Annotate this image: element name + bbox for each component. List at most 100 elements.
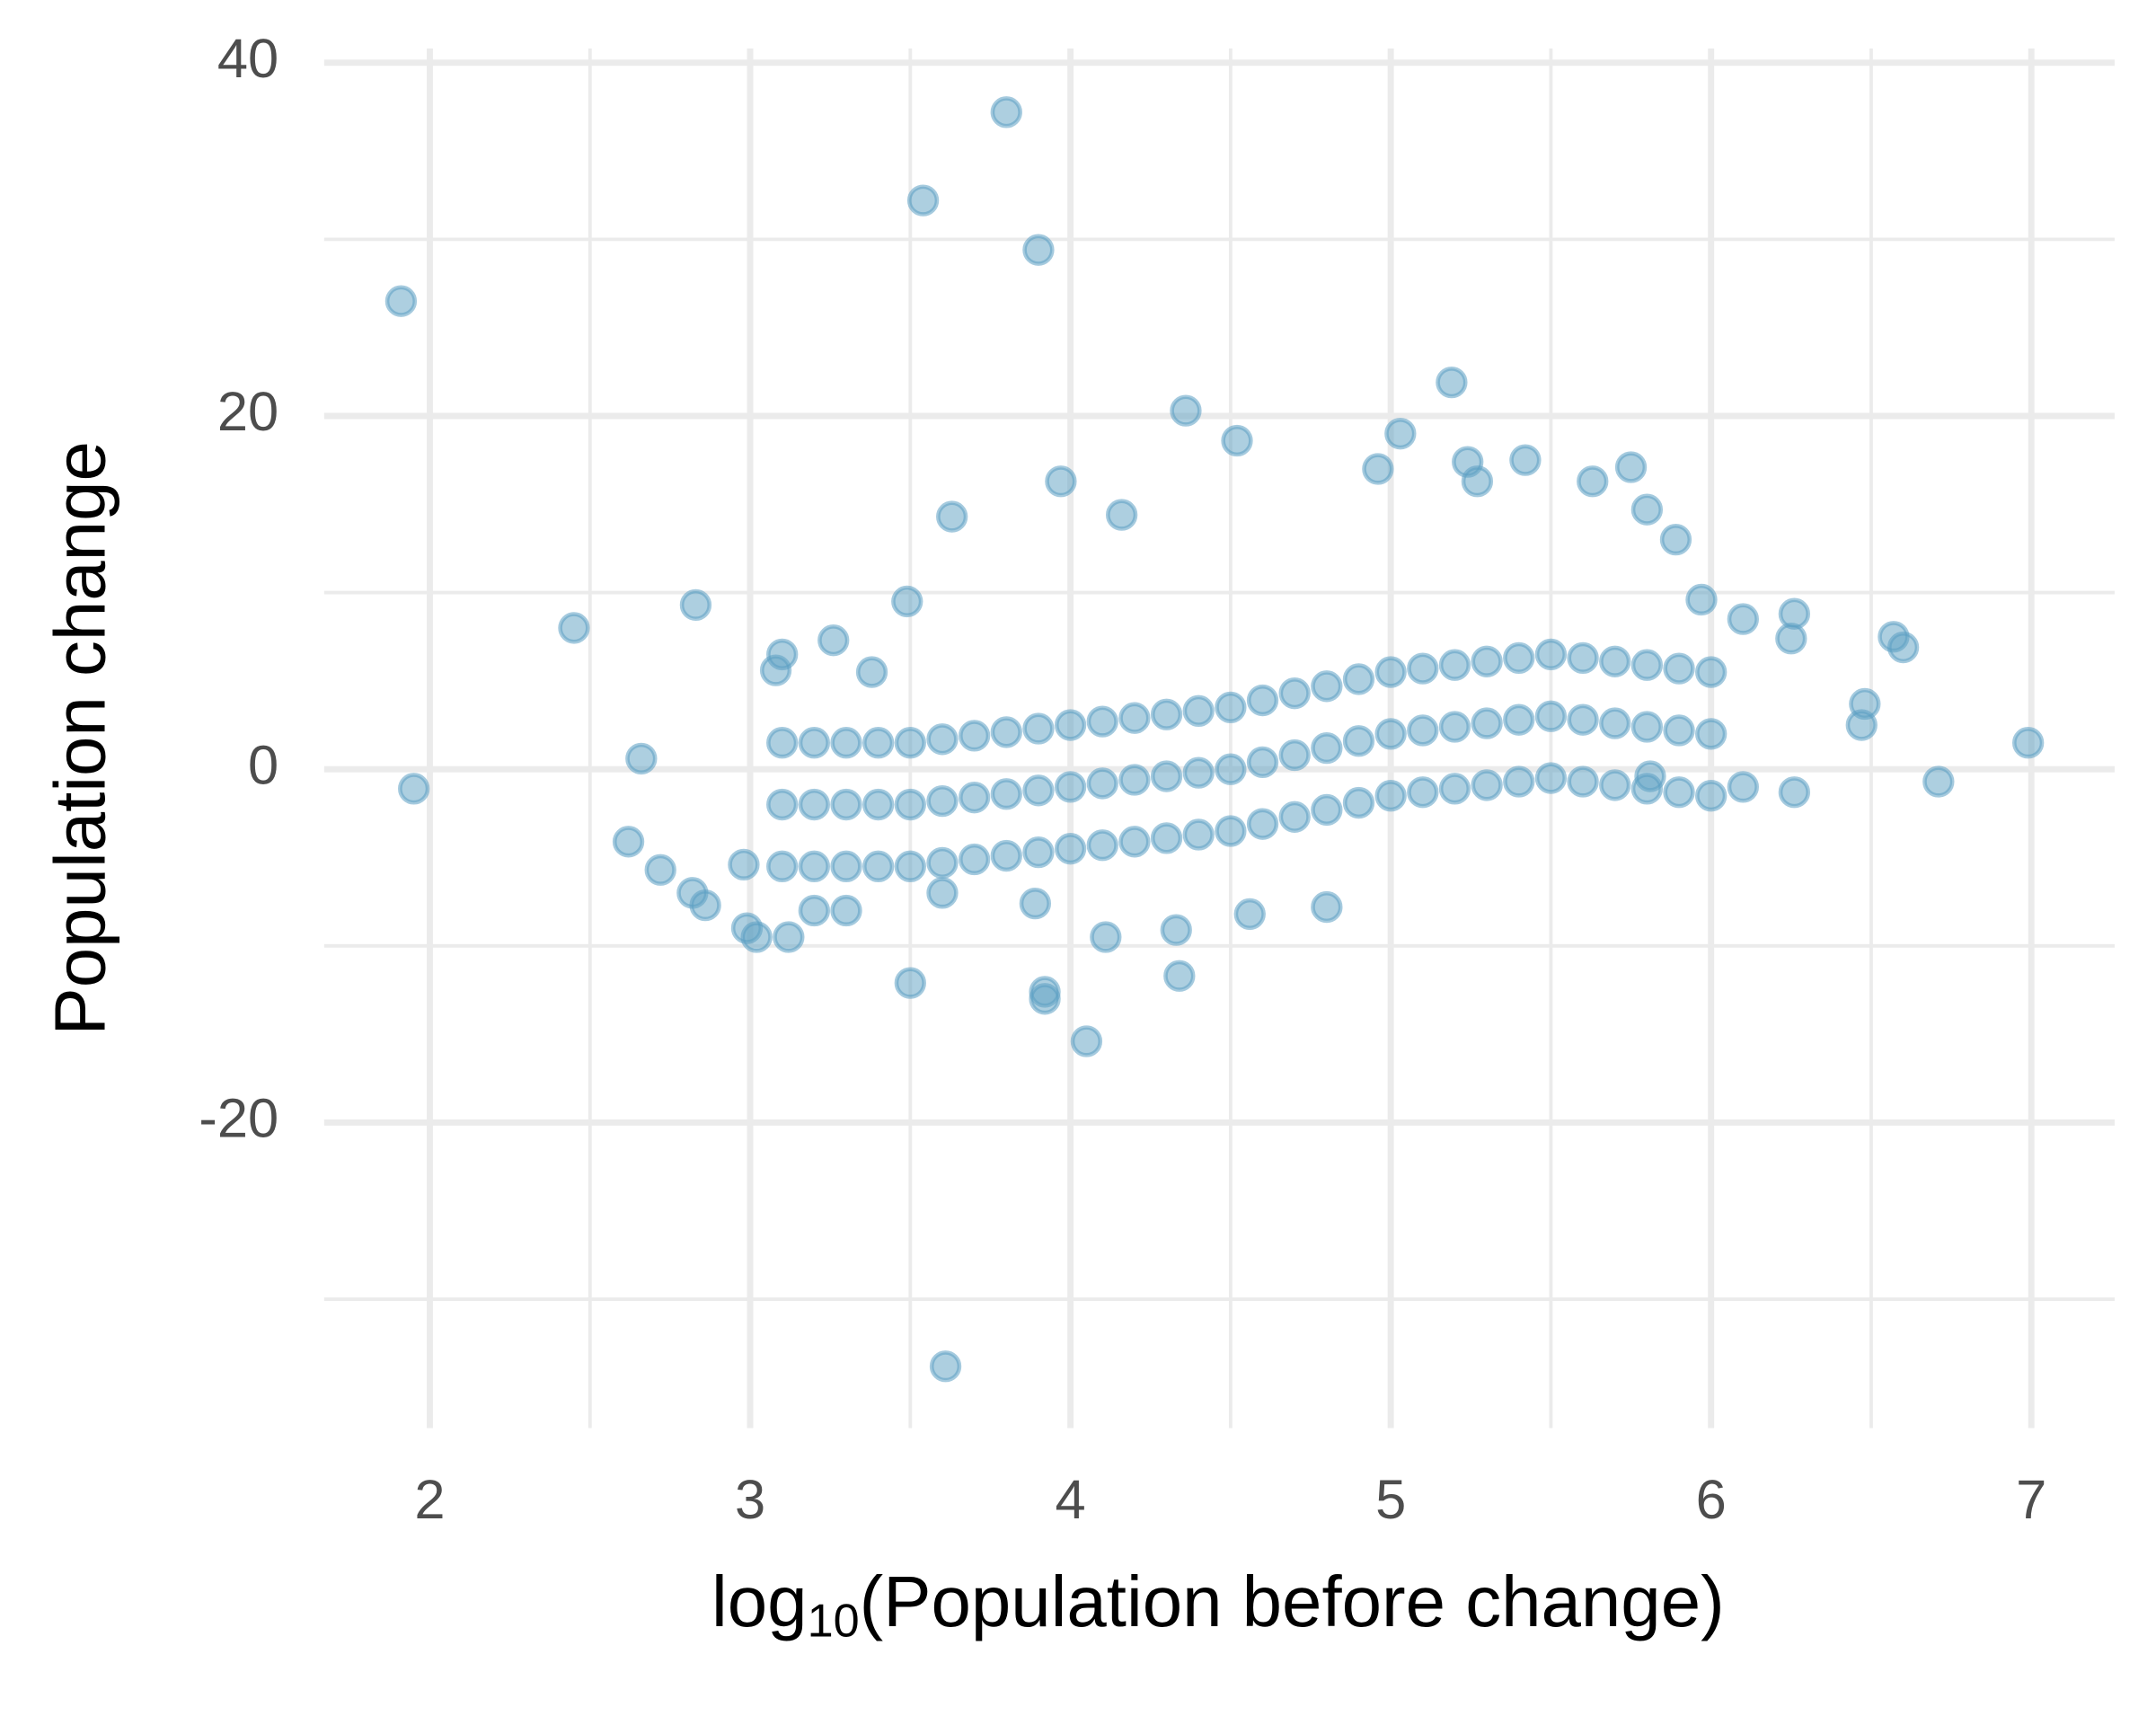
y-tick-label: 0 xyxy=(248,734,278,796)
point xyxy=(894,967,926,999)
point xyxy=(384,285,418,317)
point xyxy=(926,723,959,756)
point xyxy=(1461,465,1494,498)
point xyxy=(740,921,773,953)
point xyxy=(1436,366,1468,399)
point xyxy=(1150,760,1183,792)
point xyxy=(1022,836,1055,869)
point xyxy=(1278,801,1311,833)
point xyxy=(398,773,430,805)
point xyxy=(1342,786,1375,819)
point xyxy=(1599,645,1631,677)
point xyxy=(1160,914,1192,946)
point xyxy=(1630,493,1664,526)
point xyxy=(1663,714,1695,747)
point xyxy=(1342,725,1375,757)
grid xyxy=(323,49,2115,1429)
point xyxy=(1695,718,1727,750)
point xyxy=(1311,670,1343,703)
point xyxy=(990,96,1022,128)
x-tick-label: 4 xyxy=(1056,1469,1086,1531)
point xyxy=(766,727,799,759)
point xyxy=(1086,829,1118,862)
point xyxy=(1407,714,1439,747)
point xyxy=(1438,773,1471,805)
point xyxy=(1054,709,1087,741)
point xyxy=(1374,780,1407,812)
point xyxy=(625,742,658,775)
point xyxy=(1438,711,1471,743)
point xyxy=(1599,707,1631,739)
point xyxy=(894,850,926,883)
point xyxy=(862,788,895,821)
x-axis-title: log10(Population before change) xyxy=(711,1561,1725,1647)
point xyxy=(1471,645,1503,677)
point xyxy=(1567,765,1599,798)
point xyxy=(1630,649,1664,681)
point xyxy=(558,612,590,644)
point xyxy=(1278,677,1311,710)
point xyxy=(830,788,862,821)
point xyxy=(936,500,968,533)
point xyxy=(1695,780,1727,812)
y-axis-title: Population change xyxy=(40,441,119,1035)
point xyxy=(1029,983,1061,1015)
point xyxy=(929,1350,962,1383)
point xyxy=(1727,603,1760,635)
point xyxy=(1022,234,1055,266)
point xyxy=(1246,746,1279,779)
point xyxy=(855,656,888,688)
point xyxy=(1022,712,1055,745)
point xyxy=(1503,641,1535,675)
point xyxy=(990,839,1022,872)
point xyxy=(1054,833,1087,865)
point xyxy=(1503,765,1535,798)
point xyxy=(1685,583,1718,616)
point xyxy=(1246,684,1279,717)
point xyxy=(1233,898,1266,931)
point xyxy=(1311,890,1343,924)
point xyxy=(798,788,831,821)
point xyxy=(1182,818,1215,851)
point xyxy=(926,846,959,880)
point xyxy=(990,778,1022,810)
point xyxy=(1182,756,1215,789)
point xyxy=(1659,523,1692,556)
point xyxy=(1246,808,1279,840)
point xyxy=(990,716,1022,748)
point xyxy=(1215,691,1247,724)
point xyxy=(1845,709,1878,741)
point xyxy=(958,720,991,752)
point xyxy=(862,727,895,759)
x-tick-label: 6 xyxy=(1696,1469,1727,1531)
point xyxy=(728,848,760,881)
point xyxy=(926,784,959,818)
point xyxy=(1695,656,1727,688)
point xyxy=(1118,702,1151,734)
point xyxy=(1311,793,1343,827)
point xyxy=(689,889,721,922)
point xyxy=(830,894,862,927)
point xyxy=(1407,652,1439,685)
point xyxy=(798,850,831,883)
point xyxy=(958,782,991,814)
point xyxy=(906,184,940,217)
point xyxy=(1105,499,1138,531)
y-tick-label: 40 xyxy=(217,28,278,90)
y-tick-label: -20 xyxy=(199,1088,278,1150)
point xyxy=(1407,776,1439,809)
point xyxy=(766,638,799,671)
point xyxy=(798,894,831,927)
point xyxy=(612,826,645,858)
point xyxy=(1922,765,1955,798)
point xyxy=(1630,711,1664,743)
point xyxy=(1163,960,1196,992)
x-tick-label: 2 xyxy=(414,1469,445,1531)
point xyxy=(1054,771,1087,803)
point xyxy=(958,843,991,876)
point xyxy=(1150,698,1183,730)
point xyxy=(1727,771,1760,803)
x-title-part: (Population before change) xyxy=(860,1561,1725,1641)
point xyxy=(1471,769,1503,801)
